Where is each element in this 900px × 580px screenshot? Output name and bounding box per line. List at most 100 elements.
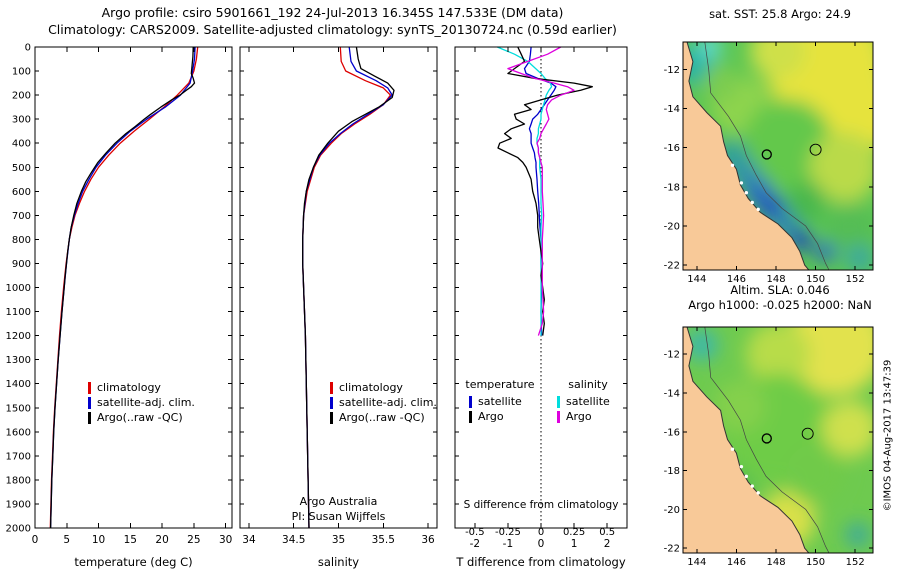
lat-tick-label: -22 [664, 261, 680, 272]
depth-tick-label: 0 [25, 43, 31, 54]
lon-tick-label: 152 [846, 557, 865, 568]
trajectory-dot [750, 200, 754, 205]
argo-s-swatch [557, 410, 560, 423]
imos-watermark: ©IMOS 04-Aug-2017 13:47:39 [882, 359, 894, 512]
argo-swatch [88, 411, 91, 424]
x-tick-label: 15 [124, 534, 137, 546]
s-diff-tick-label: 0 [538, 527, 544, 538]
satellite-clim-swatch [330, 396, 333, 409]
field-blob [746, 327, 810, 387]
lat-tick-label: -12 [664, 65, 680, 76]
legend-label: climatology [339, 381, 403, 394]
climatology-line [49, 46, 199, 529]
climatology-swatch [88, 381, 91, 394]
field-blob [786, 181, 827, 222]
pi-note: PI: Susan Wijffels [291, 510, 386, 523]
depth-tick-label: 600 [12, 187, 31, 198]
x-tick-label: 30 [219, 534, 232, 546]
climatology-swatch [330, 381, 333, 394]
lat-tick-label: -16 [664, 427, 680, 438]
x-tick-label: 34 [242, 534, 256, 546]
field-blob [845, 522, 870, 547]
x-tick-label: 25 [187, 534, 200, 546]
salinity-diff-column: salinity satellite Argo [549, 378, 627, 424]
coastline [686, 42, 810, 270]
argo-s-difference-line [507, 46, 575, 336]
float-position-marker [761, 149, 772, 160]
trajectory-dot [756, 491, 760, 495]
legend-item-satellite-clim: satellite-adj. clim. [88, 395, 195, 410]
satellite-clim-swatch [88, 396, 91, 409]
difference-axis-label: T difference from climatology [456, 555, 626, 569]
depth-tick-label: 1900 [6, 499, 31, 510]
trajectory-dot [744, 474, 749, 479]
legend-label: satellite [566, 395, 610, 408]
lon-tick-label: 150 [806, 557, 825, 568]
satellite-adj-clim-line [302, 46, 393, 529]
argo-australia-note: Argo Australia [299, 495, 378, 508]
lon-tick-label: 146 [727, 557, 746, 568]
field-blob [703, 65, 739, 102]
legend-item-argo: Argo(..raw -QC) [88, 410, 195, 425]
satellite-adj-clim-line [49, 46, 196, 529]
difference-legend: temperature satellite Argo salinity sate… [455, 378, 627, 444]
field-blob [815, 241, 836, 262]
lat-tick-label: -12 [664, 350, 680, 361]
legend-label: satellite [478, 395, 522, 408]
x-tick-label: 5 [63, 534, 70, 546]
depth-tick-label: 1200 [6, 331, 31, 342]
lon-tick-label: 148 [766, 274, 785, 285]
shelf-contour [704, 327, 830, 553]
sst-map-panel: 144 146 148 150 152 -12 -14 -16 -18 -20 -22 [664, 41, 874, 285]
depth-tick-label: 1600 [6, 427, 31, 438]
depth-tick-label: 800 [12, 235, 31, 246]
lat-tick-label: -14 [664, 104, 680, 115]
depth-tick-label: 100 [12, 67, 31, 78]
trajectory-dot [730, 163, 735, 167]
temperature-diff-column: temperature satellite Argo [461, 378, 539, 424]
depth-tick-label: 1800 [6, 475, 31, 486]
lat-tick-label: -22 [664, 544, 680, 555]
lat-tick-label: -14 [664, 388, 680, 399]
depth-tick-label: 1700 [6, 451, 31, 462]
legend-label: Argo [478, 410, 504, 423]
satellite-s-swatch [557, 395, 560, 408]
sst-map-content [683, 42, 873, 270]
figure-title-line1: Argo profile: csiro 5901661_192 24-Jul-2… [101, 5, 564, 20]
depth-tick-label: 1100 [6, 307, 31, 318]
depth-tick-label: 1300 [6, 355, 31, 366]
argo-swatch [330, 411, 333, 424]
trajectory-dot [730, 447, 735, 451]
x-tick-label: 1 [571, 538, 578, 550]
s-diff-tick-label: 0.25 [563, 527, 585, 538]
lat-tick-label: -18 [664, 182, 680, 193]
map-frame [682, 41, 874, 271]
coastline [686, 327, 810, 553]
lat-tick-label: -20 [664, 221, 680, 232]
float-position-marker [761, 433, 772, 444]
column-header: salinity [568, 378, 608, 391]
field-blobs [686, 327, 873, 548]
axes-frame [454, 46, 628, 529]
x-tick-label: 0 [32, 534, 39, 546]
field-blob [824, 202, 873, 255]
field-blob [822, 400, 873, 457]
legend-item-argo-t: Argo [461, 409, 539, 424]
trajectory-dot [739, 181, 744, 185]
legend-item-climatology: climatology [88, 380, 195, 395]
legend-label: Argo(..raw -QC) [97, 411, 183, 424]
depth-tick-label: 1000 [6, 283, 31, 294]
trajectory-dot [756, 207, 760, 212]
legend-item-satellite-clim: satellite-adj. clim. [330, 395, 437, 410]
salinity-profile-panel: 34 34.5 35 35.5 36 [239, 46, 438, 546]
column-header: temperature [465, 378, 535, 391]
trajectory-dot [739, 464, 744, 469]
legend-label: satellite-adj. clim. [97, 396, 195, 409]
depth-tick-label: 900 [12, 259, 31, 270]
difference-profile-panel: -2 -1 0 1 2 -0.5 -0.25 0 0.25 0.5 [454, 46, 628, 550]
figure-title-line2: Climatology: CARS2009. Satellite-adjuste… [48, 22, 617, 37]
trajectory-dot [750, 484, 754, 488]
s-diff-tick-label: 0.5 [599, 527, 615, 538]
land-polygon [683, 42, 809, 270]
